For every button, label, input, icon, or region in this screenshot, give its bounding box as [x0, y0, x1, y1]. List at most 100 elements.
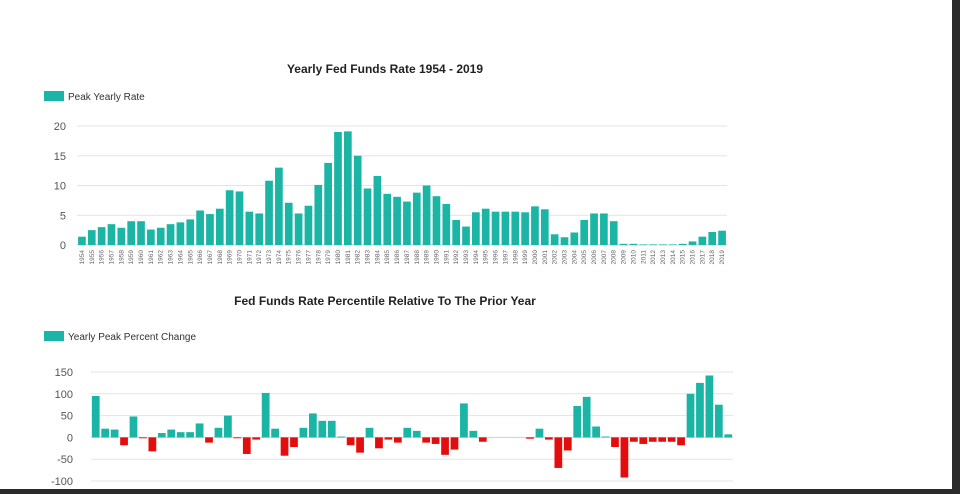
bar[interactable]: [265, 180, 273, 245]
bar[interactable]: [383, 193, 392, 245]
bar[interactable]: [659, 244, 667, 246]
bar[interactable]: [442, 203, 451, 245]
bar-positive[interactable]: [261, 392, 270, 438]
bar[interactable]: [343, 131, 352, 245]
bar[interactable]: [570, 232, 579, 245]
bar[interactable]: [698, 236, 707, 245]
legend-swatch[interactable]: [44, 91, 64, 101]
bar-negative[interactable]: [233, 437, 242, 439]
bar[interactable]: [284, 202, 293, 245]
bar-positive[interactable]: [129, 416, 138, 438]
bar-negative[interactable]: [205, 437, 213, 443]
bar-negative[interactable]: [648, 437, 657, 442]
bar-negative[interactable]: [639, 437, 648, 444]
bar[interactable]: [462, 226, 470, 245]
bar-negative[interactable]: [563, 437, 572, 451]
bar-negative[interactable]: [280, 437, 289, 456]
bar-positive[interactable]: [573, 406, 582, 438]
bar[interactable]: [314, 184, 323, 245]
bar-negative[interactable]: [290, 437, 298, 447]
bar[interactable]: [501, 211, 510, 245]
bar[interactable]: [156, 227, 165, 245]
bar-positive[interactable]: [469, 430, 478, 438]
bar-negative[interactable]: [139, 437, 147, 439]
bar-positive[interactable]: [224, 415, 232, 438]
bar[interactable]: [294, 213, 303, 245]
bar-negative[interactable]: [450, 437, 459, 450]
bar-positive[interactable]: [195, 423, 204, 438]
bar-positive[interactable]: [318, 420, 327, 438]
bar-negative[interactable]: [478, 437, 487, 442]
bar-positive[interactable]: [167, 429, 176, 438]
bar[interactable]: [117, 227, 126, 245]
bar[interactable]: [403, 201, 411, 245]
bar-positive[interactable]: [460, 403, 468, 438]
bar[interactable]: [668, 244, 677, 246]
bar-negative[interactable]: [431, 437, 440, 444]
bar[interactable]: [491, 211, 500, 245]
bar-negative[interactable]: [545, 437, 553, 440]
bar[interactable]: [472, 212, 480, 245]
bar[interactable]: [324, 162, 332, 245]
bar-positive[interactable]: [214, 427, 223, 438]
bar[interactable]: [531, 206, 539, 245]
bar-negative[interactable]: [384, 437, 393, 440]
bar-positive[interactable]: [337, 436, 346, 438]
bar-positive[interactable]: [308, 413, 317, 438]
bar-positive[interactable]: [724, 434, 733, 438]
bar[interactable]: [511, 211, 520, 245]
bar[interactable]: [550, 234, 559, 245]
bar-negative[interactable]: [658, 437, 667, 442]
bar[interactable]: [422, 185, 431, 246]
bar-negative[interactable]: [393, 437, 402, 443]
bar-positive[interactable]: [186, 432, 195, 438]
bar[interactable]: [373, 175, 382, 245]
bar-negative[interactable]: [629, 437, 638, 442]
bar[interactable]: [393, 196, 401, 245]
bar[interactable]: [206, 214, 214, 245]
bar-positive[interactable]: [157, 433, 166, 438]
bar[interactable]: [245, 211, 254, 245]
bar-positive[interactable]: [403, 427, 412, 438]
bar[interactable]: [688, 241, 697, 245]
bar[interactable]: [225, 190, 234, 245]
bar[interactable]: [629, 243, 638, 245]
bar[interactable]: [166, 224, 175, 245]
bar-negative[interactable]: [677, 437, 685, 446]
legend-swatch[interactable]: [44, 331, 64, 341]
bar[interactable]: [107, 224, 116, 245]
bar-positive[interactable]: [110, 429, 119, 438]
bar[interactable]: [137, 221, 145, 245]
bar-negative[interactable]: [346, 437, 355, 446]
bar[interactable]: [87, 230, 96, 245]
bar-positive[interactable]: [271, 428, 279, 438]
bar[interactable]: [275, 167, 283, 245]
bar[interactable]: [147, 229, 155, 245]
bar[interactable]: [97, 227, 106, 245]
bar[interactable]: [708, 231, 717, 245]
bar-positive[interactable]: [365, 427, 374, 438]
bar[interactable]: [678, 243, 687, 245]
bar[interactable]: [452, 220, 461, 245]
bar[interactable]: [235, 191, 244, 245]
bar-positive[interactable]: [327, 420, 336, 438]
bar[interactable]: [432, 196, 441, 245]
bar[interactable]: [353, 155, 362, 245]
bar-negative[interactable]: [667, 437, 676, 442]
bar[interactable]: [540, 209, 549, 245]
bar-negative[interactable]: [620, 437, 629, 478]
bar-negative[interactable]: [252, 437, 261, 440]
bar[interactable]: [580, 220, 589, 245]
bar-negative[interactable]: [526, 437, 534, 439]
bar[interactable]: [718, 230, 726, 245]
bar[interactable]: [304, 205, 313, 245]
bar[interactable]: [639, 244, 648, 246]
legend-label[interactable]: Peak Yearly Rate: [68, 92, 145, 103]
bar[interactable]: [127, 221, 136, 245]
bar-negative[interactable]: [554, 437, 563, 468]
bar-negative[interactable]: [148, 437, 157, 452]
bar-positive[interactable]: [714, 404, 723, 438]
bar[interactable]: [609, 221, 618, 245]
legend-label[interactable]: Yearly Peak Percent Change: [68, 332, 196, 343]
bar-positive[interactable]: [176, 432, 185, 438]
